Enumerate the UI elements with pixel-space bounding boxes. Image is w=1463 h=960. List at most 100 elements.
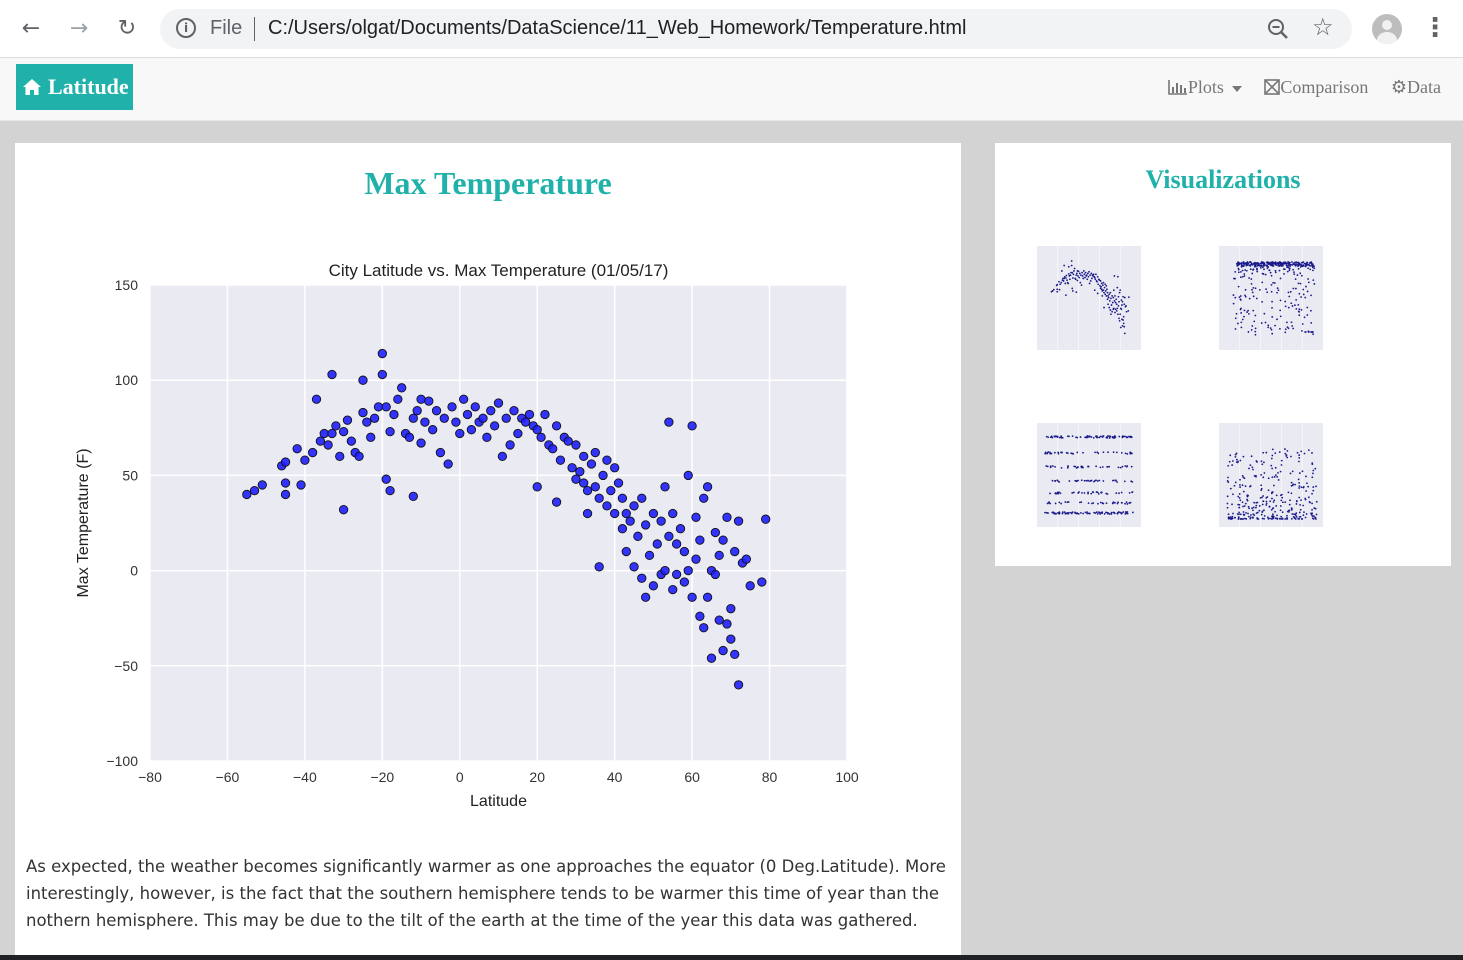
bookmark-star-icon[interactable]: ☆ <box>1312 13 1334 41</box>
thumbnail-dot <box>1290 321 1293 324</box>
thumbnail-dot <box>1061 512 1064 515</box>
nav-comparison-link[interactable]: Comparison <box>1264 77 1373 97</box>
data-point <box>242 489 252 500</box>
data-point <box>571 440 581 450</box>
thumbnail-dot <box>1053 512 1056 514</box>
data-point <box>493 398 504 408</box>
data-point <box>489 421 500 431</box>
data-point <box>594 493 604 503</box>
y-tick-label: 150 <box>115 277 139 293</box>
url-text[interactable]: C:/Users/olgat/Documents/DataScience/11_… <box>268 17 967 39</box>
thumbnail-dot <box>1289 290 1292 293</box>
thumbnail-dot <box>1300 309 1303 311</box>
description-text: As expected, the weather becomes signifi… <box>26 857 946 930</box>
thumbnail-dot <box>1307 281 1310 284</box>
thumbnail-dot <box>1240 518 1243 520</box>
thumbnail-dot <box>1250 282 1253 285</box>
thumbnail-dot <box>1240 262 1243 264</box>
thumbnail-dot <box>1307 449 1310 452</box>
thumbnail-dot <box>1059 283 1062 286</box>
thumbnail-dot <box>1058 288 1061 291</box>
thumbnail-dot <box>1115 492 1118 494</box>
thumbnail-dot <box>1253 475 1256 477</box>
thumbnail-dot <box>1277 471 1279 474</box>
thumbnail-dot <box>1045 511 1048 514</box>
thumbnail-dot <box>1298 308 1301 311</box>
reload-icon[interactable]: ↻ <box>117 16 137 41</box>
thumbnail-dot <box>1080 479 1083 482</box>
thumbnail-dot <box>1073 270 1075 272</box>
thumbnail-dot <box>1107 296 1110 299</box>
thumbnail-dot <box>1259 496 1262 499</box>
thumbnail-dot <box>1123 325 1126 328</box>
thumbnail-dot <box>1288 269 1291 272</box>
back-arrow-icon[interactable]: ← <box>21 16 41 41</box>
thumbnail-humidity-plot[interactable] <box>1207 228 1327 368</box>
thumbnail-dot <box>1097 452 1100 455</box>
thumbnail-dot <box>1313 283 1316 285</box>
nav-plots-label: Plots <box>1187 77 1224 97</box>
thumbnail-dot <box>1243 477 1246 480</box>
thumbnail-dot <box>1246 495 1249 498</box>
thumbnail-dot <box>1121 465 1124 468</box>
thumbnail-cloudiness-plot[interactable] <box>1025 405 1145 545</box>
thumbnail-windspeed-plot[interactable] <box>1207 405 1327 545</box>
address-bar[interactable]: i File C:/Users/olgat/Documents/DataScie… <box>160 9 1352 49</box>
thumbnail-dot <box>1124 502 1126 505</box>
data-point <box>354 451 364 462</box>
data-point <box>637 493 647 503</box>
data-point <box>389 409 399 420</box>
thumbnail-dot <box>1254 330 1257 333</box>
thumbnail-temperature-plot[interactable] <box>1025 228 1145 368</box>
thumbnail-dot <box>1251 264 1254 266</box>
thumbnail-dot <box>1272 264 1274 267</box>
thumbnail-dot <box>1280 464 1283 466</box>
forward-arrow-icon[interactable]: → <box>69 16 89 41</box>
zoom-icon[interactable] <box>1266 17 1290 41</box>
thumbnail-dot <box>1102 289 1105 291</box>
page-title: Max Temperature <box>364 165 612 201</box>
thumbnail-dot <box>1306 263 1309 266</box>
thumbnail-dot <box>1131 452 1133 455</box>
thumbnail-dot <box>1285 262 1288 265</box>
thumbnail-dot <box>1074 278 1077 281</box>
thumbnail-dot <box>1247 515 1250 518</box>
thumbnail-dot <box>1112 296 1115 299</box>
thumbnail-dot <box>1288 509 1291 512</box>
profile-avatar-icon[interactable] <box>1372 14 1402 44</box>
thumbnail-dot <box>1121 304 1123 306</box>
data-point <box>644 550 655 561</box>
data-point <box>315 436 326 446</box>
thumbnail-dot <box>1260 460 1263 463</box>
thumbnail-dot <box>1248 507 1251 510</box>
thumbnail-dot <box>1294 264 1297 267</box>
thumbnail-dot <box>1070 260 1073 262</box>
thumbnail-dot <box>1051 465 1054 467</box>
thumbnail-dot <box>1237 516 1240 518</box>
nav-plots-dropdown[interactable]: Plots <box>1168 77 1247 97</box>
info-icon[interactable]: i <box>176 18 196 38</box>
thumbnail-dot <box>1243 517 1246 520</box>
thumbnail-dot <box>1263 461 1265 464</box>
thumbnail-dot <box>1106 291 1109 294</box>
thumbnail-dot <box>1247 331 1250 333</box>
thumbnail-dot <box>1122 322 1125 325</box>
thumbnail-dot <box>1091 491 1094 493</box>
data-point <box>710 527 720 538</box>
thumbnail-dot <box>1278 517 1281 520</box>
thumbnail-dot <box>1255 262 1258 265</box>
thumbnail-dot <box>1297 282 1300 285</box>
thumbnail-dot <box>1118 492 1120 495</box>
thumbnail-dot <box>1109 291 1112 294</box>
thumbnail-dot <box>1094 479 1097 482</box>
thumbnail-dot <box>1083 492 1086 494</box>
thumbnail-dot <box>1310 322 1313 324</box>
thumbnail-dot <box>1299 503 1301 506</box>
brand-link[interactable]: Latitude <box>16 64 133 110</box>
thumbnail-dot <box>1054 465 1056 468</box>
more-menu-icon[interactable]: ⋮ <box>1422 13 1448 43</box>
thumbnail-dot <box>1090 272 1093 275</box>
thumbnail-dot <box>1071 277 1074 279</box>
nav-data-link[interactable]: ⚙Data <box>1391 77 1441 97</box>
thumbnail-dot <box>1226 506 1229 509</box>
